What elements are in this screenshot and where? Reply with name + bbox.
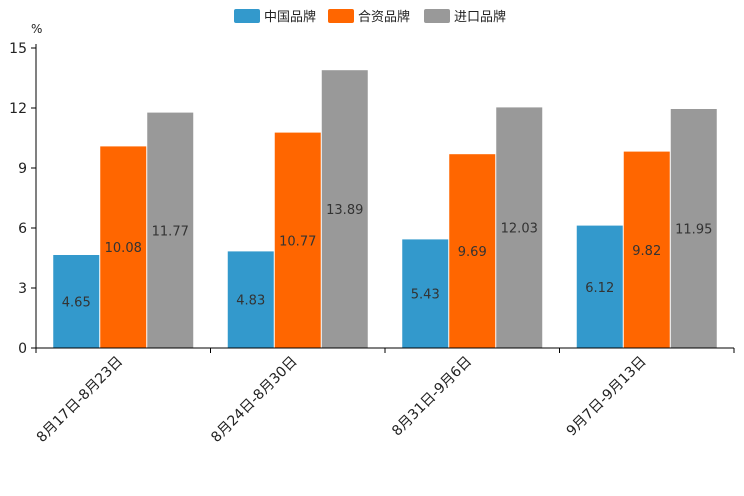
bar [623, 151, 670, 348]
bar [449, 154, 496, 348]
data-label: 11.77 [152, 224, 189, 239]
y-axis: 0 3 6 9 12 15 [9, 41, 37, 357]
x-category-label: 8月24日-8月30日 [208, 354, 300, 446]
data-label: 4.65 [62, 296, 91, 311]
bar [227, 251, 274, 348]
bars: 4.65 4.83 5.43 6.12 10.08 10.77 9.69 9.82 11.77 1… [53, 70, 717, 349]
legend-entry-label: 合资品牌 [358, 9, 410, 25]
bar [402, 239, 449, 348]
y-tick-label: 3 [18, 281, 27, 297]
bar [321, 70, 368, 348]
bar [147, 112, 194, 348]
legend-swatch [424, 9, 450, 23]
y-tick-label: 12 [9, 101, 27, 117]
data-label: 11.95 [675, 223, 712, 238]
data-label: 9.82 [632, 244, 661, 259]
y-tick-label: 9 [18, 161, 27, 177]
bar [274, 132, 321, 348]
x-category-label: 8月17日-8月23日 [34, 354, 126, 446]
legend-swatch [328, 9, 354, 23]
y-axis-unit-label: % [31, 22, 42, 36]
bar [670, 109, 717, 348]
bar [100, 146, 147, 348]
legend-entry-label: 进口品牌 [454, 9, 506, 25]
data-label: 4.83 [236, 294, 265, 309]
bar [53, 255, 100, 348]
x-category-label: 9月7日-9月13日 [564, 354, 650, 440]
data-label: 5.43 [411, 288, 440, 303]
data-label: 9.69 [458, 245, 487, 260]
bar [496, 107, 543, 349]
y-tick-label: 6 [18, 221, 27, 237]
data-label: 12.03 [501, 222, 538, 237]
data-label: 13.89 [326, 203, 363, 218]
legend-entry-label: 中国品牌 [264, 9, 316, 25]
y-tick-label: 0 [18, 341, 27, 357]
data-label: 6.12 [585, 281, 614, 296]
data-label: 10.77 [279, 234, 316, 249]
x-axis: 8月17日-8月23日 8月24日-8月30日 8月31日-9月6日 9月7日-9月1… [34, 347, 735, 446]
legend: 中国品牌 合资品牌 进口品牌 [234, 9, 506, 25]
y-tick-label: 15 [9, 41, 27, 57]
bar [576, 225, 623, 348]
x-category-label: 8月31日-9月6日 [389, 354, 475, 440]
data-label: 10.08 [105, 241, 142, 256]
legend-swatch [234, 9, 260, 23]
